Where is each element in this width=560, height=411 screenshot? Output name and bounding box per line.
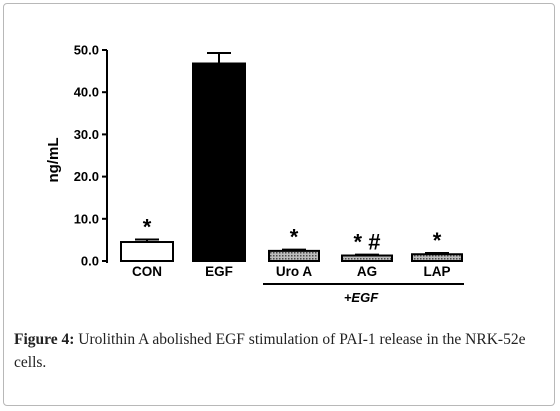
bar [120, 241, 174, 262]
figure-frame [3, 3, 555, 406]
y-tick-label: 50.0 [74, 43, 99, 58]
x-tick-label: Uro A [276, 264, 312, 279]
figure-caption: Figure 4: Urolithin A abolished EGF stim… [14, 328, 544, 374]
significance-marker: * [143, 214, 152, 239]
y-tick-label: 20.0 [74, 169, 99, 184]
bar [268, 249, 320, 262]
significance-marker: * [290, 225, 299, 250]
x-tick-label: LAP [424, 264, 451, 279]
y-tick-label: 40.0 [74, 85, 99, 100]
y-tick-label: 10.0 [74, 211, 99, 226]
caption-text: Urolithin A abolished EGF stimulation of… [14, 331, 526, 371]
group-label: +EGF [344, 290, 379, 305]
x-tick-label: AG [357, 264, 377, 279]
bar [341, 254, 393, 263]
bar-chart: 0.0 10.0 20.0 30.0 40.0 50.0 * CON EGF * Uro A * # A… [45, 43, 464, 305]
bar [411, 253, 463, 263]
bar [192, 62, 246, 263]
x-tick-label: EGF [205, 264, 233, 279]
x-tick-label: CON [132, 264, 162, 279]
y-axis-label: ng/mL [45, 138, 62, 183]
y-tick-label: 30.0 [74, 127, 99, 142]
significance-marker: * [433, 228, 442, 253]
y-tick-label: 0.0 [81, 254, 99, 269]
significance-marker: * # [354, 230, 381, 255]
caption-label: Figure 4: [14, 331, 75, 348]
